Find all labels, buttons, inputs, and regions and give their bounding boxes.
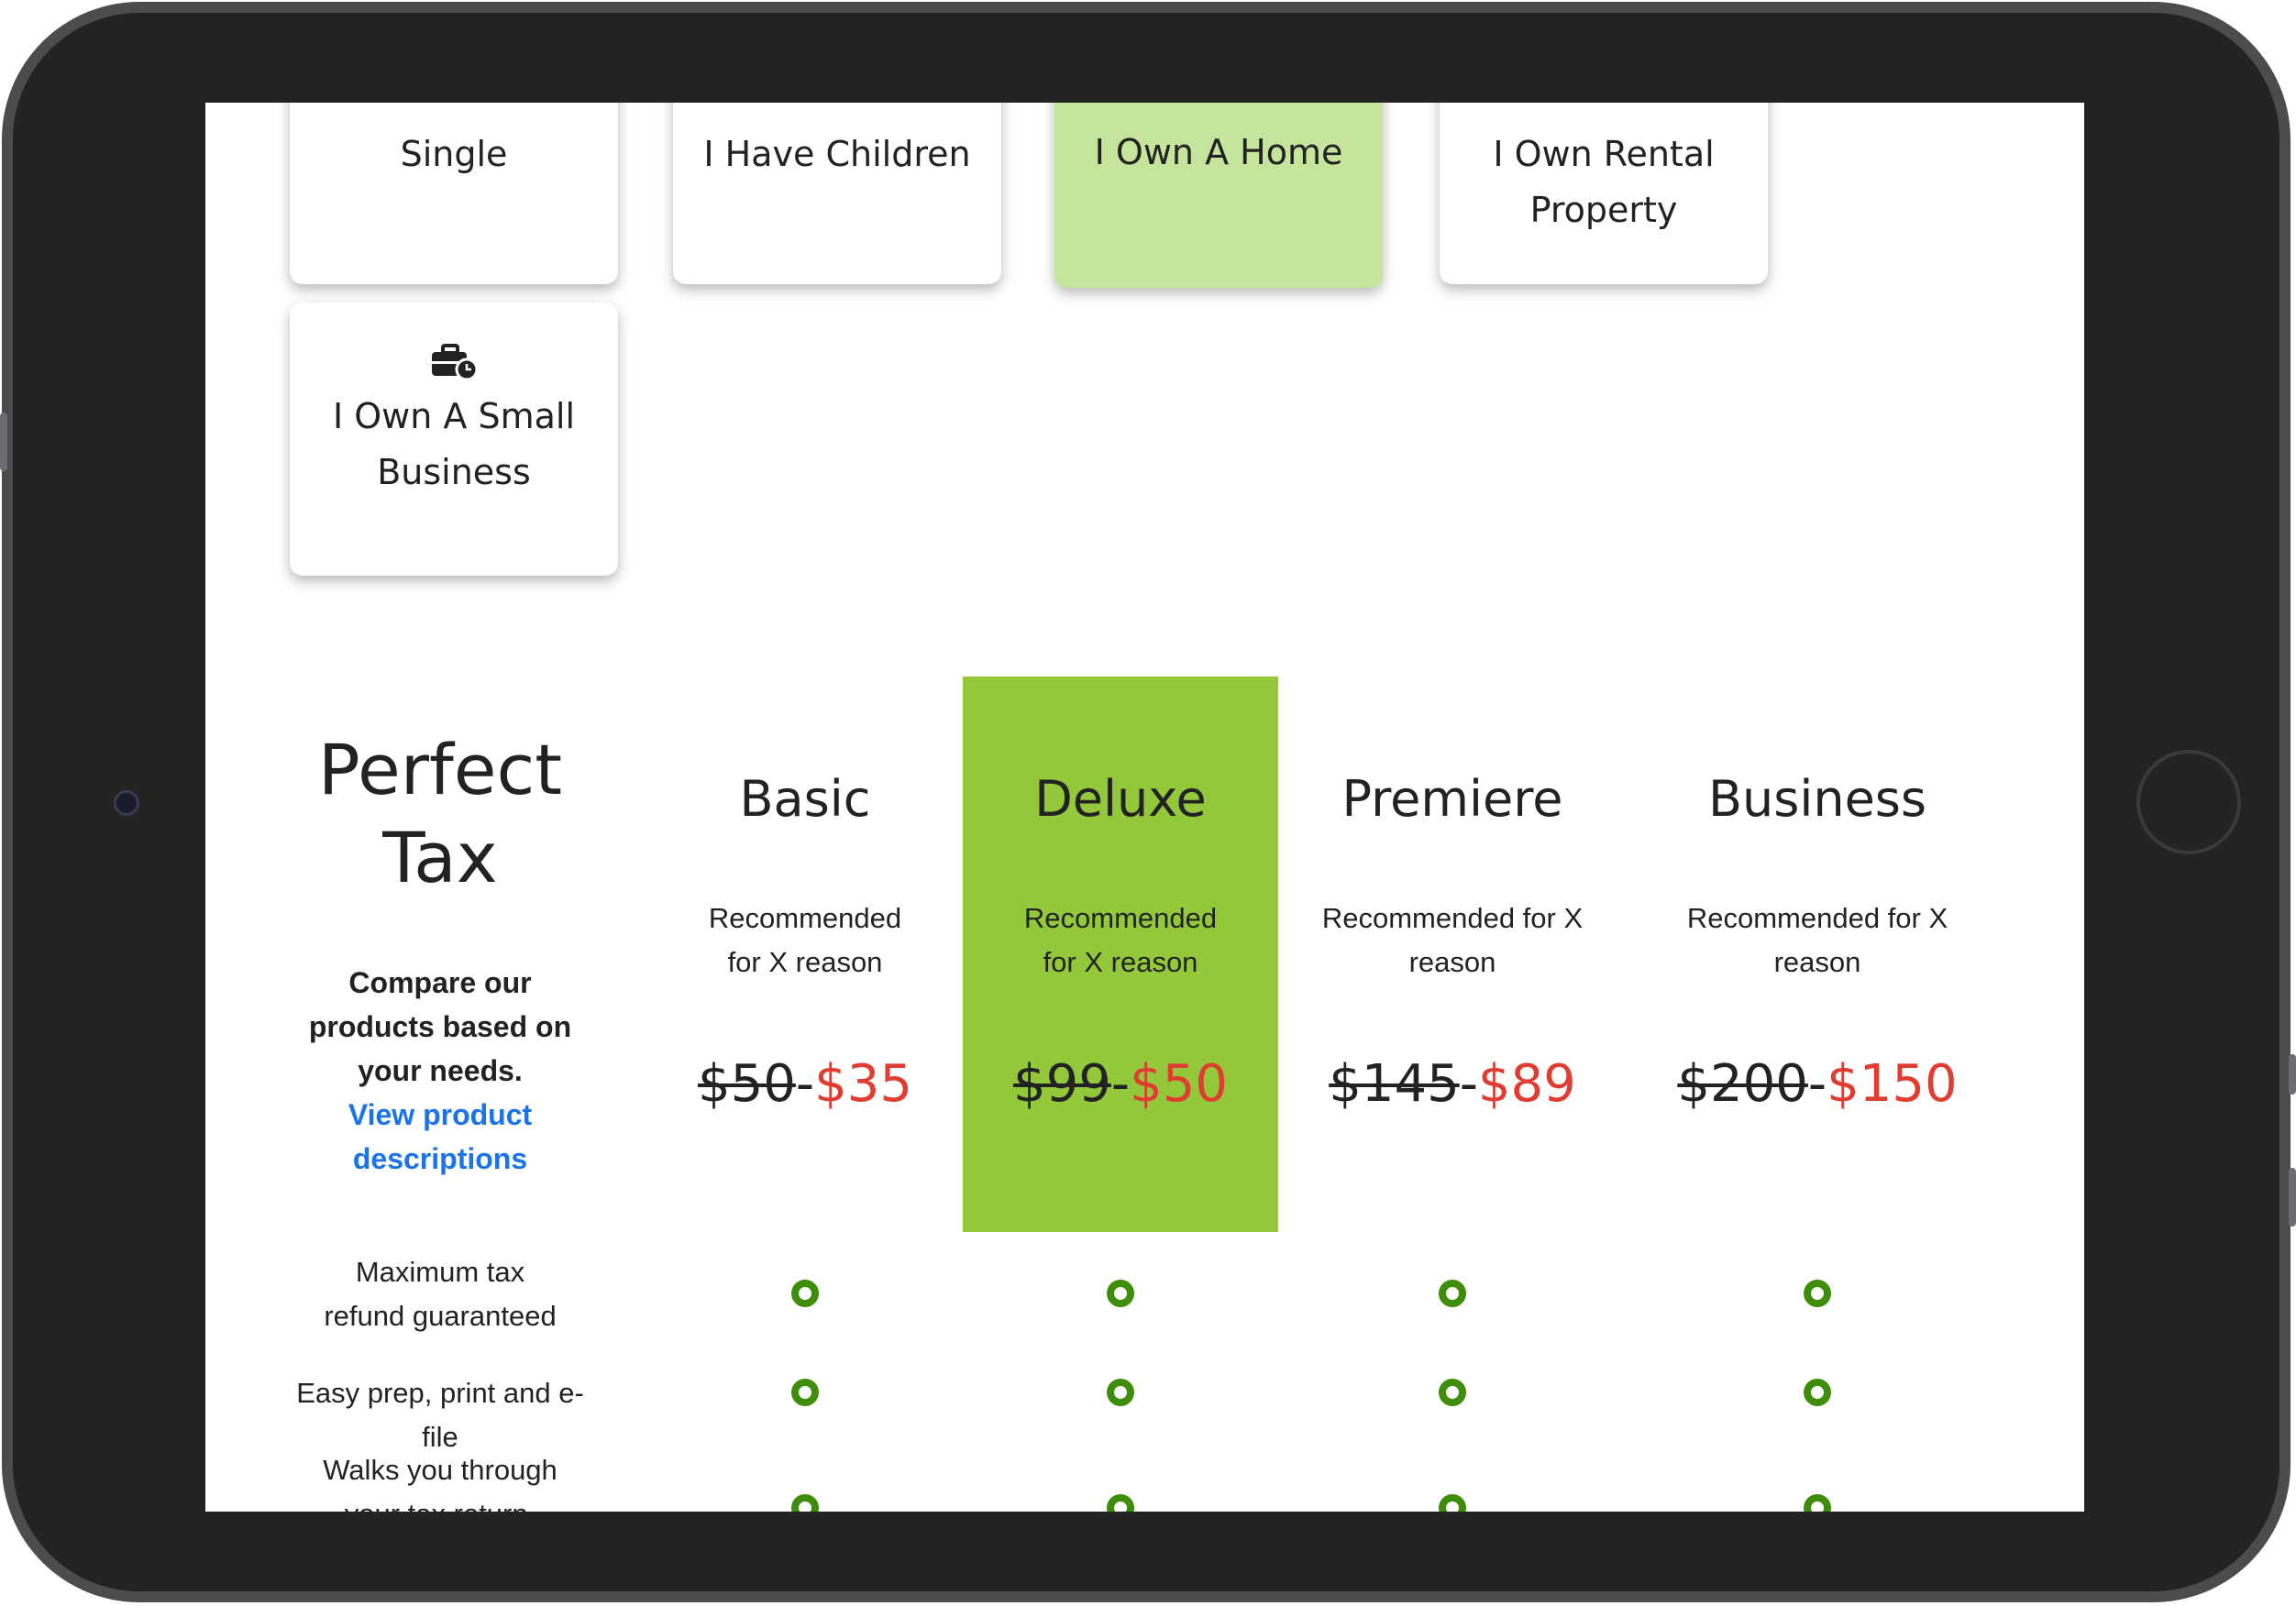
deluxe-column-highlight xyxy=(963,676,1278,1232)
check-icon xyxy=(1439,1280,1466,1307)
sale-price: $150 xyxy=(1827,1054,1958,1114)
product-reason-basic: Recommended for X reason xyxy=(708,902,902,978)
situation-card-label: I Own Rental Property xyxy=(1493,134,1715,230)
check-icon xyxy=(791,1494,819,1512)
check-icon xyxy=(791,1379,819,1406)
feature-label-max-refund: Maximum tax refund guaranteed xyxy=(324,1256,557,1332)
old-price: $200 xyxy=(1677,1054,1808,1114)
check-icon xyxy=(1107,1494,1134,1512)
check-icon xyxy=(1439,1494,1466,1512)
sale-price: $50 xyxy=(1130,1054,1228,1114)
situation-card-home[interactable]: I Own A Home xyxy=(1054,103,1383,288)
product-price-basic: $50-$35 xyxy=(622,1052,988,1116)
check-icon xyxy=(1107,1280,1134,1307)
product-reason-business: Recommended for X reason xyxy=(1686,902,1948,978)
product-name-premiere: Premiere xyxy=(1341,770,1563,828)
situation-card-label: I Own A Home xyxy=(1094,132,1343,172)
product-price-premiere: $145-$89 xyxy=(1269,1052,1636,1116)
product-name-basic: Basic xyxy=(739,770,871,828)
check-icon xyxy=(1804,1379,1831,1406)
sale-price: $89 xyxy=(1477,1054,1576,1114)
product-name-business: Business xyxy=(1707,770,1927,828)
feature-label-easy-prep: Easy prep, print and e-file xyxy=(296,1377,584,1453)
right-side-button-upper xyxy=(2289,1054,2296,1094)
price-separator: - xyxy=(1807,1054,1827,1114)
situation-card-label: Single xyxy=(400,134,508,174)
price-separator: - xyxy=(795,1054,815,1114)
right-side-button-lower xyxy=(2289,1168,2296,1226)
situation-card-rental[interactable]: I Own Rental Property xyxy=(1440,103,1768,284)
compare-description: Compare our products based on your needs… xyxy=(308,966,572,1087)
view-product-descriptions-link[interactable]: View product descriptions xyxy=(348,1098,533,1175)
product-price-deluxe: $99-$50 xyxy=(937,1052,1304,1116)
home-button[interactable] xyxy=(2136,750,2241,854)
camera-icon xyxy=(114,790,139,816)
left-side-button xyxy=(0,412,7,471)
old-price: $145 xyxy=(1329,1054,1460,1114)
check-icon xyxy=(791,1280,819,1307)
check-icon xyxy=(1804,1494,1831,1512)
situation-card-small-business[interactable]: I Own A Small Business xyxy=(290,302,618,576)
situation-card-label: I Own A Small Business xyxy=(332,396,576,492)
old-price: $50 xyxy=(698,1054,796,1114)
situation-card-children[interactable]: I Have Children xyxy=(673,103,1001,284)
screen: Single I Have Children I Own A Home I Ow… xyxy=(205,103,2084,1512)
sale-price: $35 xyxy=(814,1054,912,1114)
situation-card-label: I Have Children xyxy=(703,134,971,174)
product-reason-deluxe: Recommended for X reason xyxy=(1023,902,1218,978)
feature-label-walkthrough: Walks you through your tax return, doubl… xyxy=(323,1454,557,1512)
price-separator: - xyxy=(1459,1054,1478,1114)
briefcase-clock-icon xyxy=(432,344,478,380)
product-name-deluxe: Deluxe xyxy=(1034,770,1207,828)
check-icon xyxy=(1107,1379,1134,1406)
product-reason-premiere: Recommended for X reason xyxy=(1321,902,1584,978)
check-icon xyxy=(1439,1379,1466,1406)
check-icon xyxy=(1804,1280,1831,1307)
product-price-business: $200-$150 xyxy=(1634,1052,2001,1116)
situation-card-single[interactable]: Single xyxy=(290,103,618,284)
old-price: $99 xyxy=(1013,1054,1111,1114)
price-separator: - xyxy=(1110,1054,1131,1114)
page-title: Perfect Tax xyxy=(317,729,563,898)
